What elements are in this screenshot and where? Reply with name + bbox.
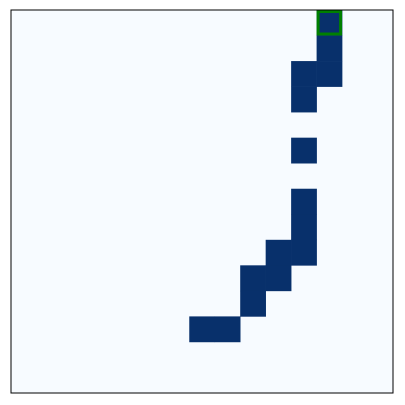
filled-cell [316,61,343,87]
filled-cell [265,239,292,266]
filled-cell [291,86,317,113]
filled-cell [291,239,317,266]
filled-cell [291,61,317,87]
filled-cell [291,137,317,164]
filled-cell [316,10,343,36]
board-border [10,9,394,394]
cells-layer [189,10,343,343]
filled-cell [189,316,216,343]
selected-cell-highlight [316,10,343,36]
filled-cell [265,265,292,292]
filled-cell [240,265,266,292]
filled-cell [291,188,317,215]
filled-cell [214,316,241,343]
filled-cell [291,214,317,241]
filled-cell [240,290,266,317]
filled-cell [316,35,343,62]
